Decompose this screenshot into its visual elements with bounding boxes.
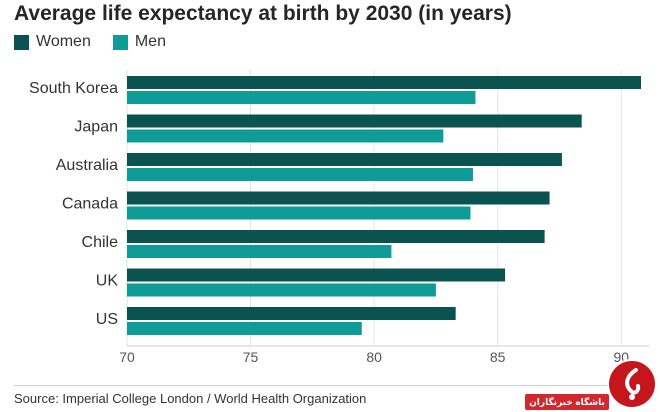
category-label-japan: Japan bbox=[74, 119, 118, 136]
legend-swatch-women bbox=[14, 34, 29, 50]
bar-japan-women bbox=[127, 114, 582, 128]
bar-canada-men bbox=[127, 206, 471, 220]
x-tick-label-70: 70 bbox=[119, 349, 135, 365]
bar-canada-women bbox=[127, 191, 550, 205]
bar-australia-women bbox=[127, 153, 562, 166]
bar-chile-men bbox=[127, 245, 392, 258]
source-note: Source: Imperial College London / World … bbox=[14, 391, 367, 406]
bar-south-korea-men bbox=[127, 91, 476, 104]
bar-south-korea-women bbox=[127, 76, 641, 89]
legend-item-men: Men bbox=[112, 33, 166, 51]
watermark-text: باشگاه خبرنگاران bbox=[525, 394, 609, 410]
bar-uk-women bbox=[127, 268, 506, 282]
category-label-us: US bbox=[96, 311, 118, 328]
bar-chile-women bbox=[127, 230, 545, 243]
bar-japan-men bbox=[127, 129, 444, 143]
x-tick-label-75: 75 bbox=[243, 349, 259, 365]
legend-swatch-men bbox=[112, 34, 128, 50]
category-label-uk: UK bbox=[96, 273, 119, 290]
legend-item-women: Women bbox=[14, 33, 91, 51]
legend: Women Men bbox=[14, 33, 188, 51]
bar-us-women bbox=[127, 307, 456, 320]
x-tick-label-85: 85 bbox=[490, 349, 506, 365]
chart-title: Average life expectancy at birth by 2030… bbox=[14, 2, 512, 25]
bar-uk-men bbox=[127, 283, 436, 297]
bar-australia-men bbox=[127, 168, 473, 181]
legend-label-men: Men bbox=[134, 33, 166, 50]
category-label-canada: Canada bbox=[62, 196, 118, 213]
watermark: باشگاه خبرنگاران bbox=[525, 355, 660, 412]
category-label-south-korea: South Korea bbox=[29, 80, 118, 97]
source-divider bbox=[14, 385, 646, 386]
bar-us-men bbox=[127, 322, 362, 335]
category-label-chile: Chile bbox=[82, 234, 119, 251]
legend-label-women: Women bbox=[36, 33, 91, 50]
x-tick-label-80: 80 bbox=[366, 349, 382, 365]
ybc-logo-icon bbox=[607, 359, 657, 409]
category-label-australia: Australia bbox=[56, 157, 118, 174]
